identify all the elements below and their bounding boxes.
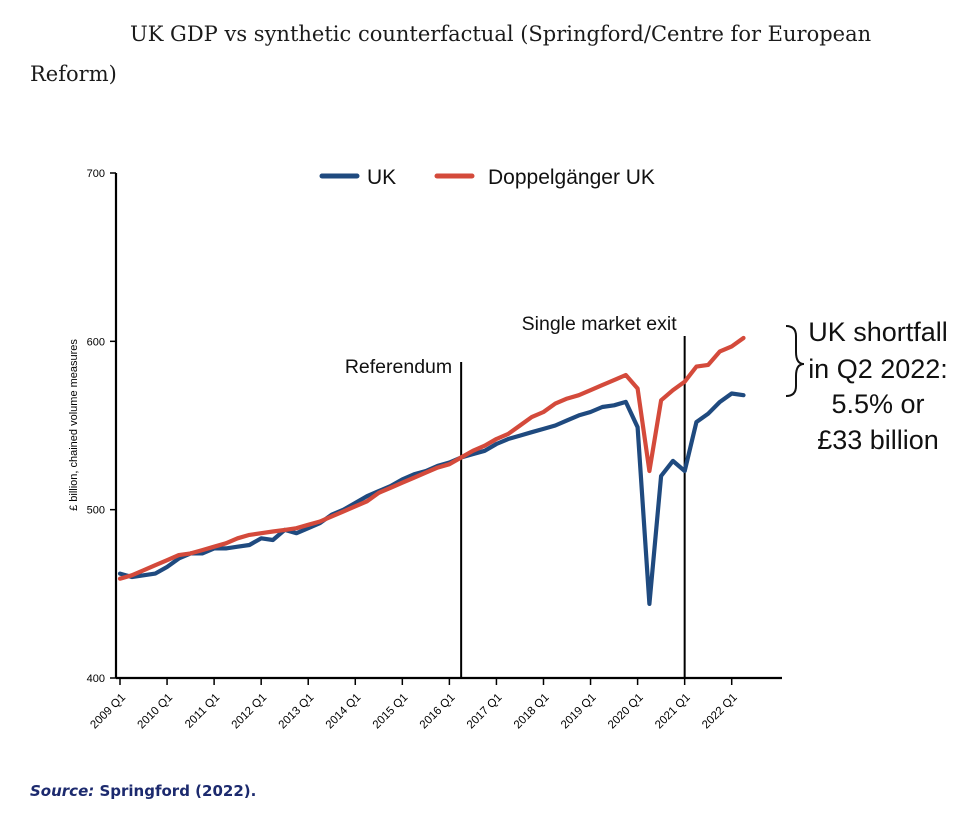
y-tick-label: 400 <box>87 673 105 685</box>
x-tick-label: 2013 Q1 <box>277 692 317 732</box>
shortfall-brace <box>785 325 805 397</box>
x-tick-label: 2011 Q1 <box>183 692 222 731</box>
x-tick-label: 2017 Q1 <box>465 692 505 732</box>
series-line <box>117 335 746 581</box>
x-tick-label: 2010 Q1 <box>135 692 175 732</box>
legend-label: UK <box>367 166 396 189</box>
page-title: UK GDP vs synthetic counterfactual (Spri… <box>30 22 872 86</box>
series-line <box>117 391 746 606</box>
x-tick-label: 2019 Q1 <box>559 692 599 732</box>
y-tick-label: 500 <box>87 505 105 517</box>
annotations: UK shortfall in Q2 2022: 5.5% or £33 billio… <box>785 317 948 455</box>
x-tick-label: 2014 Q1 <box>324 692 364 732</box>
event-label: Referendum <box>345 356 452 378</box>
event-label: Single market exit <box>522 313 678 335</box>
y-tick-label: 700 <box>87 168 105 180</box>
source-text: Springford (2022). <box>94 782 257 800</box>
shortfall-label: £33 billion <box>817 425 939 455</box>
chart-axes: 400 500 600 700 £ billion, chained volume me… <box>68 168 782 731</box>
x-tick-label: 2009 Q1 <box>88 692 128 732</box>
y-axis-label: £ billion, chained volume measures <box>68 339 80 511</box>
x-tick-label: 2018 Q1 <box>512 692 552 732</box>
legend: UK Doppelgänger UK <box>319 166 655 189</box>
shortfall-label: in Q2 2022: <box>808 354 948 384</box>
source-label: Source: <box>30 782 95 800</box>
x-tick-label: 2022 Q1 <box>700 692 740 732</box>
legend-label: Doppelgänger UK <box>488 166 655 189</box>
x-tick-label: 2012 Q1 <box>230 692 270 732</box>
event-lines: Referendum Single market exit <box>345 313 686 678</box>
x-tick-label: 2020 Q1 <box>606 692 646 732</box>
x-tick-label: 2016 Q1 <box>418 692 458 732</box>
shortfall-label: UK shortfall <box>808 317 948 347</box>
shortfall-label: 5.5% or <box>831 389 924 419</box>
series-lines <box>117 335 746 606</box>
x-tick-label: 2015 Q1 <box>371 692 411 732</box>
x-tick-label: 2021 Q1 <box>653 692 693 732</box>
source-note: Source: Springford (2022). <box>30 782 256 800</box>
y-tick-label: 600 <box>87 336 105 348</box>
